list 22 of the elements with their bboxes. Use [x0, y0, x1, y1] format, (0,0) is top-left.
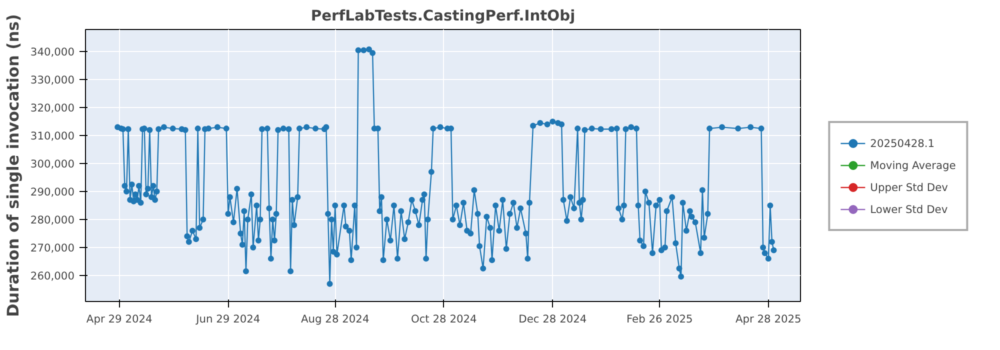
- legend-label: Moving Average: [870, 158, 956, 172]
- legend-label: 20250428.1: [870, 136, 935, 150]
- y-tick-label: 260,000: [30, 269, 75, 282]
- y-tick-label: 340,000: [30, 46, 75, 59]
- y-tick-label: 300,000: [30, 158, 75, 171]
- x-tick-label: Jun 29 2024: [195, 312, 260, 326]
- y-tick-label: 290,000: [30, 186, 75, 199]
- legend-label: Lower Std Dev: [870, 202, 948, 216]
- x-tick-label: Feb 26 2025: [626, 312, 693, 326]
- chart-title: PerfLabTests.CastingPerf.IntObj: [310, 8, 576, 24]
- y-tick-label: 310,000: [30, 130, 75, 143]
- x-tick-label: Apr 29 2024: [86, 312, 153, 326]
- y-tick-label: 330,000: [30, 74, 75, 87]
- x-tick-label: Oct 28 2024: [410, 312, 478, 326]
- x-tick-label: Apr 28 2025: [735, 312, 802, 326]
- y-axis-title: Duration of single invocation (ns): [3, 14, 22, 317]
- x-tick-label: Aug 28 2024: [300, 312, 370, 326]
- legend-label: Upper Std Dev: [870, 180, 948, 194]
- y-tick-label: 270,000: [30, 241, 75, 254]
- y-tick-label: 320,000: [30, 102, 75, 115]
- y-tick-label: 280,000: [30, 214, 75, 227]
- x-tick-label: Dec 28 2024: [518, 312, 587, 326]
